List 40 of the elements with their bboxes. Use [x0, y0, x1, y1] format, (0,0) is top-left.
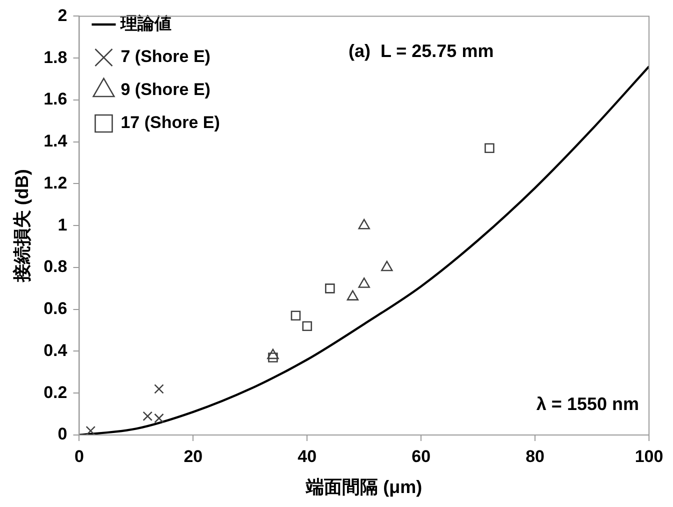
- point: [358, 218, 370, 230]
- y-tick-label: 0.4: [44, 340, 68, 360]
- point: [154, 384, 164, 394]
- x-tick-label: 0: [74, 446, 84, 466]
- y-axis-title: 接続損失 (dB): [12, 169, 32, 284]
- point: [325, 284, 335, 294]
- point: [290, 310, 301, 321]
- legend-label: 理論値: [120, 14, 172, 34]
- x-tick-label: 40: [298, 446, 317, 466]
- y-tick-label: 1.6: [44, 90, 68, 109]
- y-tick-label: 0.8: [44, 257, 68, 276]
- y-tick-label: 1.4: [44, 132, 68, 151]
- x-tick-label: 100: [634, 446, 664, 466]
- x-tick-label: 60: [412, 446, 431, 466]
- x-tick-label: 20: [184, 446, 203, 466]
- y-tick-label: 1.8: [44, 48, 68, 67]
- y-tick-label: 2: [58, 6, 68, 25]
- y-tick-label: 1.2: [44, 173, 68, 192]
- point: [267, 348, 279, 360]
- y-tick-label: 0.2: [44, 382, 68, 402]
- point: [86, 426, 96, 435]
- legend-label: 7 (Shore E): [120, 47, 210, 66]
- legend-label: 17 (Shore E): [120, 113, 220, 132]
- y-tick-label: 1: [58, 215, 68, 234]
- point: [154, 413, 164, 424]
- line-series: [79, 65, 649, 435]
- x-tick-label: 80: [526, 446, 545, 466]
- point: [142, 411, 152, 422]
- annotation: (a) L = 25.75 mm: [348, 41, 494, 62]
- point: [358, 278, 370, 288]
- annotation: λ = 1550 nm: [536, 394, 639, 414]
- point: [302, 321, 312, 332]
- y-tick-label: 0: [58, 424, 68, 444]
- y-tick-label: 0.6: [44, 299, 68, 318]
- point: [346, 290, 359, 300]
- legend-label: 9 (Shore E): [120, 80, 210, 100]
- point: [381, 260, 393, 272]
- point: [268, 352, 278, 362]
- point: [484, 143, 494, 154]
- x-axis-title: 端面間隔 (μm): [305, 477, 422, 498]
